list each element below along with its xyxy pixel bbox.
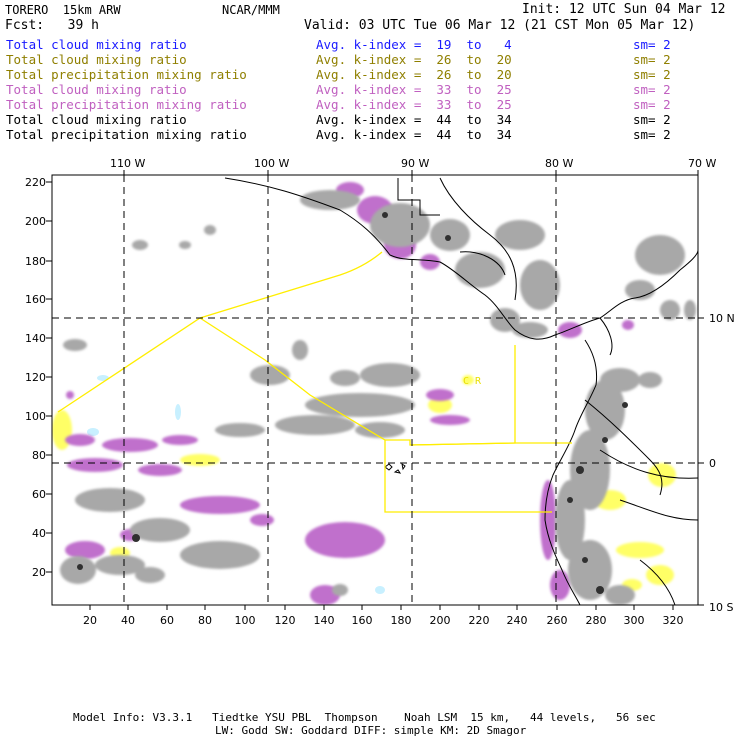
legend-field: Total cloud mixing ratio — [6, 112, 187, 127]
footer-model-info: Model Info: V3.3.1 Tiedtke YSU PBL Thomp… — [73, 711, 656, 724]
legend-field: Total cloud mixing ratio — [6, 37, 187, 52]
legend-range: Avg. k-index = 33 to 25 — [316, 82, 512, 97]
bottom-label: 80 — [198, 614, 212, 627]
bottom-label: 240 — [507, 614, 528, 627]
legend-range: Avg. k-index = 33 to 25 — [316, 97, 512, 112]
legend-range: Avg. k-index = 44 to 34 — [316, 127, 512, 142]
region-boundaries — [57, 251, 572, 513]
bottom-grid-labels: 20 40 60 80 100 120 140 160 180 200 220 … — [83, 614, 684, 627]
dark-cloud-cores — [77, 212, 628, 594]
bottom-label: 160 — [352, 614, 373, 627]
left-label: 180 — [25, 255, 46, 268]
bottom-label: 180 — [391, 614, 412, 627]
region-label: C R — [463, 376, 482, 387]
bottom-label: 60 — [160, 614, 174, 627]
top-label-5: 70 W — [688, 157, 716, 170]
bottom-label: 20 — [83, 614, 97, 627]
legend-range: Avg. k-index = 26 to 20 — [316, 67, 512, 82]
legend-field: Total precipitation mixing ratio — [6, 127, 247, 142]
legend-row: Total cloud mixing ratio Avg. k-index = 2… — [6, 52, 736, 67]
forecast-hour: Fcst: 39 h — [5, 18, 99, 33]
bottom-label: 320 — [663, 614, 684, 627]
right-lat-labels: 10 N 0 10 S — [709, 312, 735, 614]
legend-row: Total precipitation mixing ratio Avg. k-i… — [6, 127, 736, 142]
left-label: 40 — [32, 527, 46, 540]
right-label-10n: 10 N — [709, 312, 735, 325]
org-name: NCAR/MMM — [222, 3, 280, 17]
left-label: 120 — [25, 371, 46, 384]
bottom-label: 100 — [235, 614, 256, 627]
footer-physics-info: LW: Godd SW: Goddard DIFF: simple KM: 2D… — [215, 724, 527, 737]
legend-smoothing: sm= 2 — [633, 37, 671, 52]
left-grid-labels: 220 200 180 160 140 120 100 80 60 40 20 — [25, 176, 46, 579]
left-label: 60 — [32, 488, 46, 501]
legend-smoothing: sm= 2 — [633, 127, 671, 142]
legend-row: Total cloud mixing ratio Avg. k-index = 3… — [6, 82, 736, 97]
tick-marks — [46, 170, 704, 610]
left-label: 160 — [25, 293, 46, 306]
bottom-label: 120 — [275, 614, 296, 627]
legend-smoothing: sm= 2 — [633, 52, 671, 67]
legend-field: Total precipitation mixing ratio — [6, 67, 247, 82]
bottom-label: 200 — [430, 614, 451, 627]
bottom-label: 260 — [547, 614, 568, 627]
legend-row: Total cloud mixing ratio Avg. k-index = 1… — [6, 37, 736, 52]
bottom-label: 140 — [314, 614, 335, 627]
left-label: 100 — [25, 410, 46, 423]
coastlines — [224, 177, 698, 605]
right-label-0: 0 — [709, 457, 716, 470]
left-label: 140 — [25, 332, 46, 345]
legend-smoothing: sm= 2 — [633, 112, 671, 127]
legend-field: Total cloud mixing ratio — [6, 82, 187, 97]
legend-row: Total cloud mixing ratio Avg. k-index = 4… — [6, 112, 736, 127]
left-label: 20 — [32, 566, 46, 579]
top-label-3: 90 W — [401, 157, 429, 170]
init-time: Init: 12 UTC Sun 04 Mar 12 — [522, 2, 726, 17]
bottom-label: 300 — [624, 614, 645, 627]
legend-row: Total precipitation mixing ratio Avg. k-i… — [6, 67, 736, 82]
right-label-10s: 10 S — [709, 601, 733, 614]
left-label: 80 — [32, 449, 46, 462]
left-label: 200 — [25, 215, 46, 228]
legend-smoothing: sm= 2 — [633, 67, 671, 82]
legend-field: Total cloud mixing ratio — [6, 52, 187, 67]
legend-range: Avg. k-index = 19 to 4 — [316, 37, 512, 52]
top-label-4: 80 W — [545, 157, 573, 170]
model-title: TORERO 15km ARW — [5, 3, 121, 17]
legend-smoothing: sm= 2 — [633, 82, 671, 97]
top-label-1: 110 W — [110, 157, 145, 170]
map-frame — [51, 174, 699, 606]
top-lon-labels: 110 W 100 W 90 W 80 W 70 W — [110, 157, 716, 170]
top-label-2: 100 W — [254, 157, 289, 170]
bottom-label: 220 — [469, 614, 490, 627]
left-label: 220 — [25, 176, 46, 189]
legend-range: Avg. k-index = 26 to 20 — [316, 52, 512, 67]
legend-field: Total precipitation mixing ratio — [6, 97, 247, 112]
yellow-precip-areas — [52, 375, 676, 591]
legend-row: Total precipitation mixing ratio Avg. k-i… — [6, 97, 736, 112]
map-content — [52, 177, 698, 605]
legend-range: Avg. k-index = 44 to 34 — [316, 112, 512, 127]
valid-time: Valid: 03 UTC Tue 06 Mar 12 (21 CST Mon … — [304, 18, 696, 33]
bottom-label: 280 — [586, 614, 607, 627]
legend-smoothing: sm= 2 — [633, 97, 671, 112]
bottom-label: 40 — [121, 614, 135, 627]
